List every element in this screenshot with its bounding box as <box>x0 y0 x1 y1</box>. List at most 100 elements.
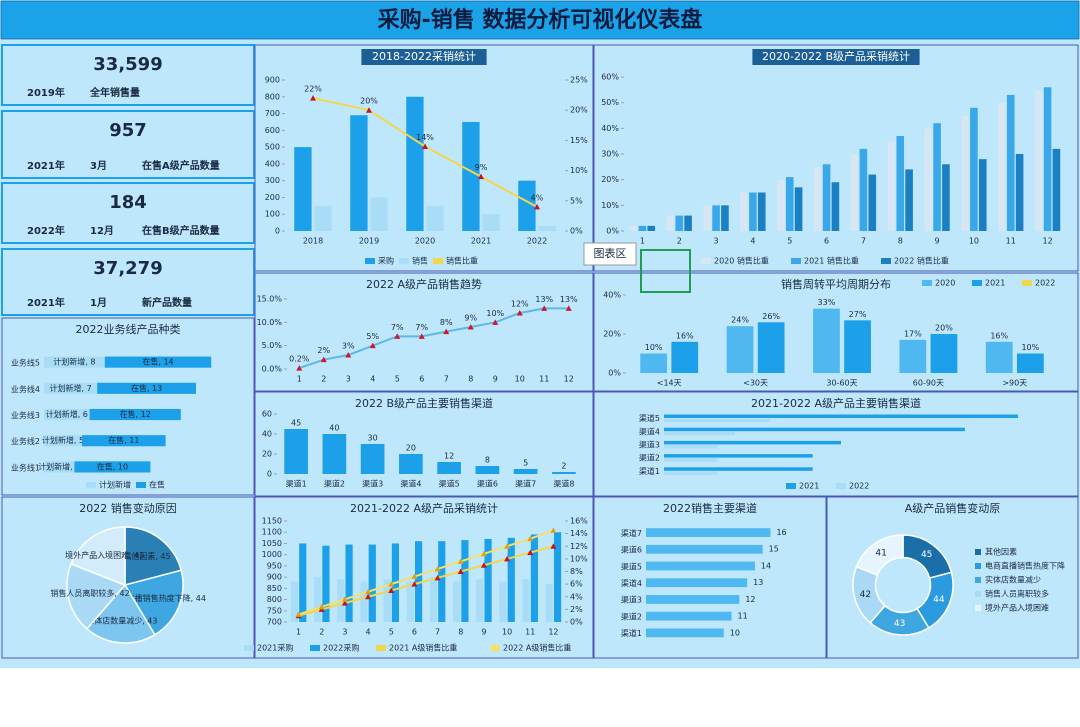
marker <box>504 543 511 549</box>
x-tick-label: 5 <box>395 375 400 384</box>
bar <box>726 326 754 373</box>
bar <box>74 461 151 473</box>
bar <box>868 174 877 231</box>
data-label: 16 <box>776 528 786 537</box>
bar <box>299 543 307 622</box>
bar <box>757 322 785 373</box>
legend-label: 销售比重 <box>446 256 478 266</box>
tick-label: 0% <box>570 618 583 627</box>
kpi-card <box>1 182 255 244</box>
data-label: 在售, 11 <box>108 435 139 445</box>
marker <box>366 107 372 113</box>
legend-swatch <box>975 591 981 597</box>
data-label: 11 <box>738 612 748 621</box>
bar <box>452 581 461 622</box>
tick-label: 850 <box>267 584 282 593</box>
marker <box>388 581 395 587</box>
x-tick-label: 8 <box>898 237 903 246</box>
x-tick-label: 11 <box>1006 237 1016 246</box>
slice <box>124 526 183 586</box>
marker <box>443 328 450 335</box>
x-tick-label: 2020 <box>415 237 435 246</box>
legend-label: 2021采购 <box>257 643 293 653</box>
bar <box>545 583 553 622</box>
y-tick-label: 渠道4 <box>621 578 642 588</box>
bar <box>89 408 181 421</box>
x-tick-label: 10 <box>502 628 512 637</box>
marker <box>434 565 441 572</box>
data-label: 4% <box>531 193 544 202</box>
x-tick-label: 1 <box>297 375 302 384</box>
kpi-value: 37,279 <box>93 258 162 279</box>
marker <box>411 581 418 587</box>
tick-label: 50% <box>601 98 619 107</box>
bar <box>844 320 871 373</box>
bar <box>44 382 98 394</box>
x-tick-label: <30天 <box>743 379 768 388</box>
x-tick-label: 3 <box>714 237 719 246</box>
legend-label: 2021 <box>799 482 819 491</box>
bar <box>933 123 941 231</box>
panel <box>593 44 1079 272</box>
tick-label: 60% <box>601 73 619 82</box>
bar <box>646 561 755 571</box>
tick-label: 1050 <box>262 539 282 548</box>
bar <box>437 462 461 474</box>
bar <box>44 408 90 421</box>
x-tick-label: >90天 <box>1002 379 1027 388</box>
data-label: 45 <box>291 419 301 428</box>
tick-label: 25% <box>570 76 588 85</box>
marker <box>492 319 499 325</box>
line <box>298 545 554 617</box>
marker <box>565 305 572 311</box>
panel <box>254 272 594 392</box>
bar <box>314 205 332 231</box>
bar <box>896 136 905 231</box>
x-tick-label: 5 <box>389 628 394 637</box>
bar <box>82 435 166 447</box>
x-tick-label: 渠道1 <box>286 479 307 489</box>
data-label: 43 <box>894 619 905 629</box>
marker <box>478 173 484 180</box>
legend-label: 2022 <box>849 482 869 491</box>
legend-label: 2022 <box>1035 279 1055 288</box>
data-label: 20% <box>935 324 953 333</box>
x-tick-label: 渠道4 <box>400 479 421 489</box>
kpi-label: 1月 <box>90 297 107 309</box>
legend-label: 采购 <box>378 256 394 266</box>
x-tick-label: 渠道2 <box>324 479 345 489</box>
data-label: 9% <box>464 314 477 323</box>
bar <box>664 445 718 449</box>
legend-label: 在售 <box>149 480 165 490</box>
bar <box>370 197 388 231</box>
tick-label: 300 <box>265 176 280 185</box>
kpi-value: 957 <box>109 120 147 141</box>
y-tick-label: 渠道2 <box>621 611 642 621</box>
data-label: 在售, 14 <box>142 357 173 367</box>
kpi-card <box>1 44 255 106</box>
bar <box>785 177 794 231</box>
x-tick-label: 7 <box>435 628 440 637</box>
bar <box>360 581 368 622</box>
y-tick-label: 业务线4 <box>11 384 40 394</box>
data-label: 27% <box>849 310 867 319</box>
kpi-label: 2021年 <box>27 296 65 309</box>
bar <box>629 225 638 231</box>
x-tick-label: 6 <box>412 628 417 637</box>
x-tick-label: 9 <box>493 375 498 384</box>
panel <box>254 391 594 497</box>
marker <box>418 333 425 339</box>
tick-label: 700 <box>267 618 282 627</box>
bar <box>899 339 927 373</box>
x-tick-label: 11 <box>539 375 549 384</box>
bar <box>749 192 757 231</box>
x-tick-label: 4 <box>366 628 371 637</box>
y-tick-label: 业务线3 <box>11 410 40 420</box>
data-label: 14% <box>416 133 434 142</box>
bar <box>518 180 536 231</box>
tick-label: 0% <box>608 369 621 378</box>
bar <box>475 466 500 474</box>
bar <box>476 579 484 622</box>
bar <box>1052 148 1061 231</box>
legend-label: 其他因素 <box>985 547 1017 557</box>
